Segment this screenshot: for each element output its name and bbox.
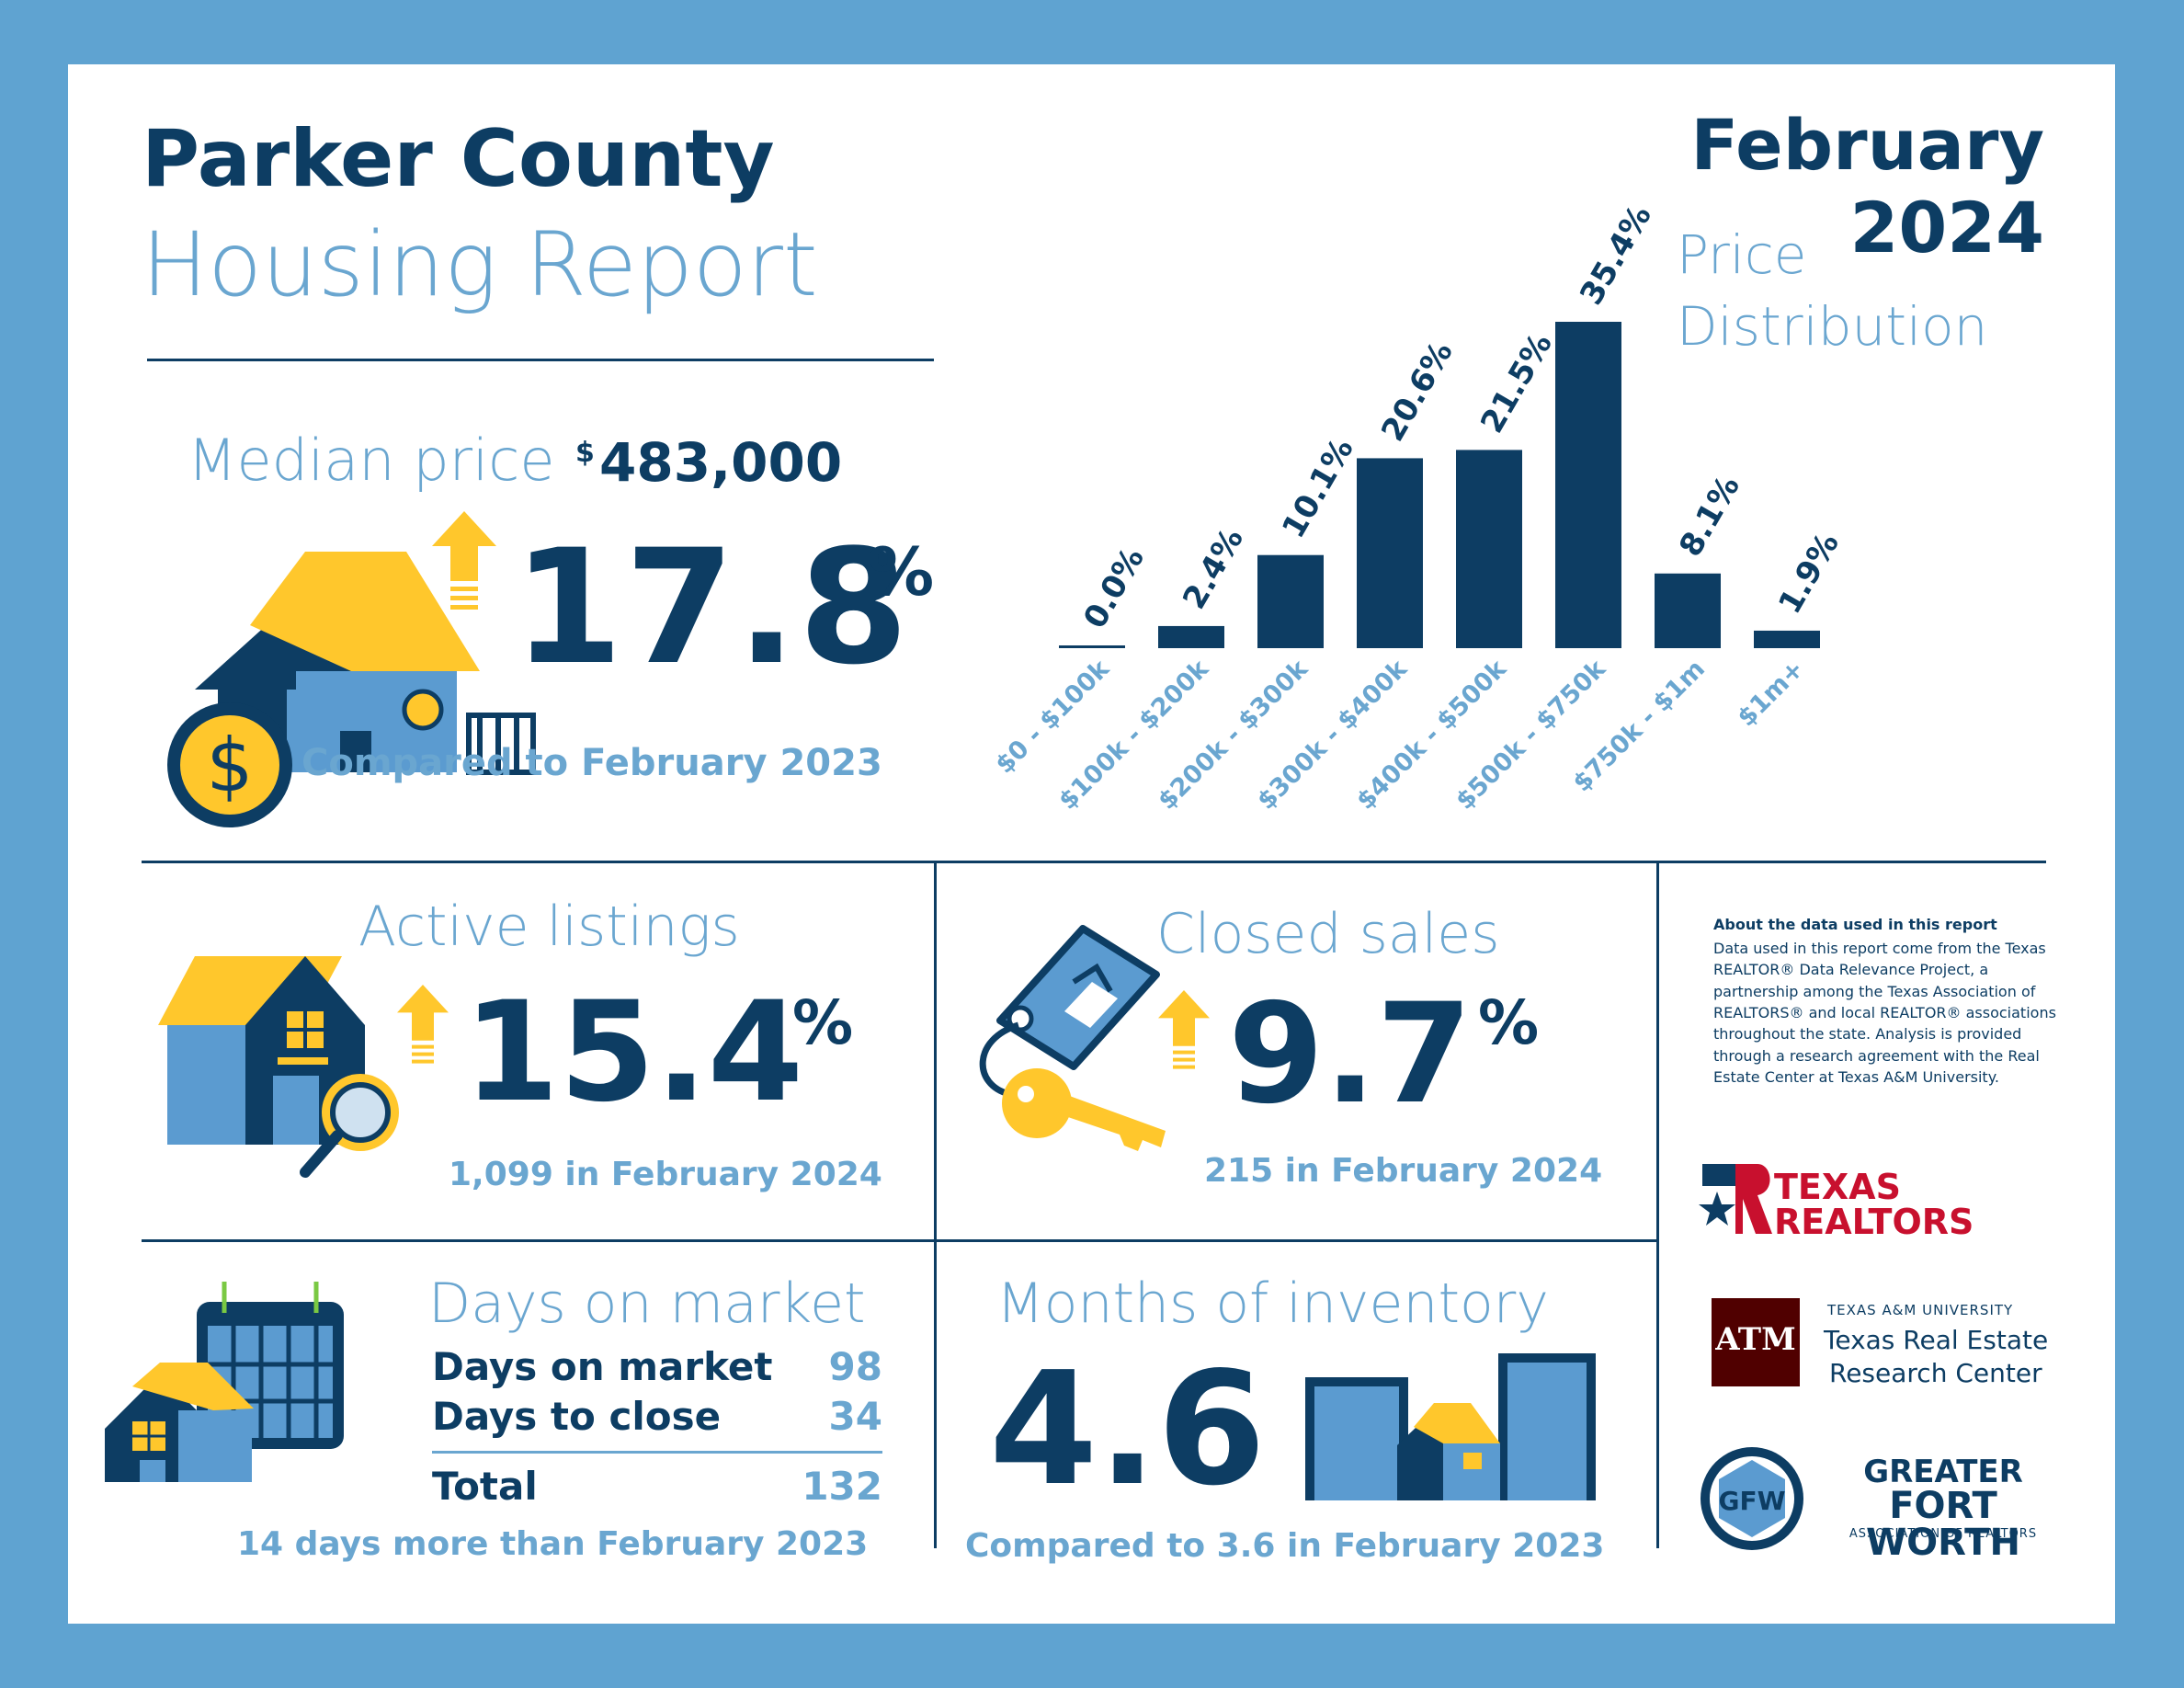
median-price-symbol: $ xyxy=(575,437,595,469)
title-line2: Housing Report xyxy=(142,213,818,316)
inventory-value: 4.6 xyxy=(989,1339,1267,1521)
price-distribution-title-line2: Distribution xyxy=(1677,295,1988,358)
chart-bar xyxy=(1754,630,1820,648)
closed-note: 215 in February 2024 xyxy=(1204,1152,1603,1190)
chart-value-label: 21.5% xyxy=(1473,327,1560,439)
texas-realtors-line2: REALTORS xyxy=(1774,1202,1974,1242)
dom-title: Days on market xyxy=(428,1272,866,1336)
chart-value-label: 2.4% xyxy=(1176,522,1251,616)
about-heading: About the data used in this report xyxy=(1713,916,1997,933)
chart-value-label: 10.1% xyxy=(1275,432,1361,544)
section-divider-top xyxy=(142,861,2046,863)
gfw-line1: GREATER xyxy=(1863,1454,2023,1490)
dom-total-label: Total xyxy=(432,1464,538,1509)
dom-row-label: Days to close xyxy=(432,1394,722,1439)
section-divider-middle xyxy=(142,1239,1658,1242)
column-divider-left xyxy=(934,862,937,1548)
inventory-title: Months of inventory xyxy=(996,1272,1549,1336)
chart-value-label: 8.1% xyxy=(1672,470,1747,564)
report-year: 2024 xyxy=(1849,187,2044,268)
dom-row-value: 34 xyxy=(828,1394,882,1439)
svg-text:$: $ xyxy=(207,723,254,808)
tamu-line1: TEXAS A&M UNIVERSITY xyxy=(1827,1302,2014,1318)
chart-bar xyxy=(1655,573,1721,648)
tamu-logo-icon: ATM xyxy=(1712,1298,1800,1386)
chart-bar xyxy=(1059,645,1125,648)
chart-bar xyxy=(1158,625,1224,648)
title-divider xyxy=(147,359,934,361)
dom-row-value: 98 xyxy=(828,1344,882,1389)
chart-bar xyxy=(1456,450,1522,648)
active-change-unit: % xyxy=(792,987,854,1058)
active-label: Active listings xyxy=(358,895,740,959)
dom-total-value: 132 xyxy=(802,1464,882,1509)
median-change-unit: % xyxy=(868,533,935,610)
calendar-house-icon xyxy=(105,1282,344,1482)
column-divider-right xyxy=(1656,862,1659,1548)
inventory-note: Compared to 3.6 in February 2023 xyxy=(965,1527,1605,1565)
key-tag-icon xyxy=(979,925,1166,1151)
tamu-line3: Research Center xyxy=(1829,1358,2042,1388)
chart-value-label: 20.6% xyxy=(1374,336,1461,448)
closed-up-arrow-icon xyxy=(1158,990,1210,1069)
report-month: February xyxy=(1690,104,2044,186)
texas-realtors-line1: TEXAS xyxy=(1774,1167,1901,1207)
active-change-value: 15.4 xyxy=(463,973,804,1133)
median-change-value: 17.8 xyxy=(513,515,911,700)
report-card: Parker County Housing Report February 20… xyxy=(68,64,2115,1624)
median-note: Compared to February 2023 xyxy=(301,742,882,784)
house-search-icon xyxy=(158,956,399,1178)
closed-change-unit: % xyxy=(1478,987,1540,1058)
chart-bar xyxy=(1257,554,1324,648)
house-dollar-icon: $ xyxy=(167,552,536,827)
chart-value-label: 0.0% xyxy=(1076,542,1152,635)
active-up-arrow-icon xyxy=(397,985,449,1064)
tamu-line2: Texas Real Estate xyxy=(1824,1325,2049,1355)
closed-change-value: 9.7 xyxy=(1228,975,1473,1135)
chart-value-label: 35.4% xyxy=(1573,199,1659,311)
dom-total-divider xyxy=(432,1451,882,1454)
chart-bar xyxy=(1357,458,1423,648)
price-distribution-title-line1: Price xyxy=(1677,223,1807,286)
texas-realtors-logo-icon xyxy=(1699,1164,1772,1234)
title-line1: Parker County xyxy=(142,113,775,205)
median-price: 483,000 xyxy=(599,431,843,494)
median-up-arrow-icon xyxy=(432,511,496,610)
gfw-logo-mark: GFW xyxy=(1719,1486,1786,1516)
closed-label: Closed sales xyxy=(1156,902,1500,966)
chart-bar xyxy=(1555,322,1621,648)
buildings-icon xyxy=(1305,1353,1596,1500)
tamu-logo-mark: ATM xyxy=(1715,1321,1796,1358)
about-body: Data used in this report come from the T… xyxy=(1713,940,2056,1087)
gfw-line3: ASSOCIATION OF REALTORS xyxy=(1848,1527,2038,1541)
gfw-logo-icon: GFW xyxy=(1701,1447,1803,1550)
gfw-line2: FORT WORTH xyxy=(1866,1485,2020,1564)
dom-row-label: Days on market xyxy=(432,1344,773,1389)
median-label: Median price xyxy=(188,427,555,494)
chart-value-label: 1.9% xyxy=(1771,527,1847,621)
dom-note: 14 days more than February 2023 xyxy=(237,1525,869,1563)
active-note: 1,099 in February 2024 xyxy=(449,1156,882,1193)
chart-category-label: $1m+ xyxy=(1733,655,1810,732)
